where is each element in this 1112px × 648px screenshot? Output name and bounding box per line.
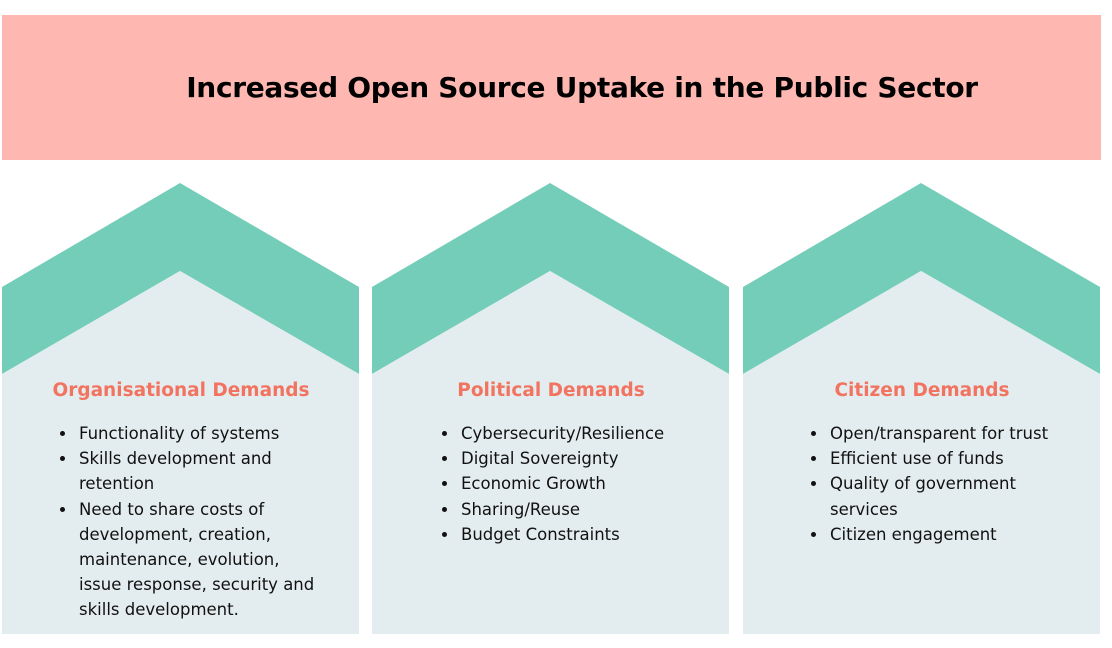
list-item: Need to share costs of development, crea… xyxy=(77,497,317,623)
list-item: Sharing/Reuse xyxy=(459,497,729,522)
list-item: Economic Growth xyxy=(459,471,729,496)
pillar-list: Cybersecurity/Resilience Digital Soverei… xyxy=(439,421,729,547)
pillar-list: Open/transparent for trust Efficient use… xyxy=(808,421,1088,547)
list-item: Open/transparent for trust xyxy=(828,421,1088,446)
pillar-political: Political Demands Cybersecurity/Resilien… xyxy=(372,183,730,635)
pillar-title: Organisational Demands xyxy=(52,380,310,401)
list-item: Quality of government services xyxy=(828,471,1088,521)
list-item: Citizen engagement xyxy=(828,522,1088,547)
page-title: Increased Open Source Uptake in the Publ… xyxy=(186,71,978,104)
house-wall xyxy=(743,271,1100,634)
list-item: Functionality of systems xyxy=(77,421,317,446)
list-item: Efficient use of funds xyxy=(828,446,1088,471)
pillar-title: Political Demands xyxy=(457,380,645,401)
list-item: Skills development and retention xyxy=(77,446,317,496)
house-roof xyxy=(2,183,359,374)
pillar-list: Functionality of systems Skills developm… xyxy=(57,421,317,623)
list-item: Budget Constraints xyxy=(459,522,729,547)
house-shape xyxy=(2,183,359,634)
pillar-organisational: Organisational Demands Functionality of … xyxy=(2,183,360,635)
house-wall xyxy=(372,271,729,634)
list-item: Cybersecurity/Resilience xyxy=(459,421,729,446)
pillar-title: Citizen Demands xyxy=(834,380,1010,401)
title-banner xyxy=(2,15,1101,160)
house-wall xyxy=(2,271,359,634)
house-shape xyxy=(743,183,1100,634)
house-roof xyxy=(743,183,1100,374)
pillar-citizen: Citizen Demands Open/transparent for tru… xyxy=(743,183,1101,635)
house-roof xyxy=(372,183,729,374)
house-shape xyxy=(372,183,729,634)
list-item: Digital Sovereignty xyxy=(459,446,729,471)
